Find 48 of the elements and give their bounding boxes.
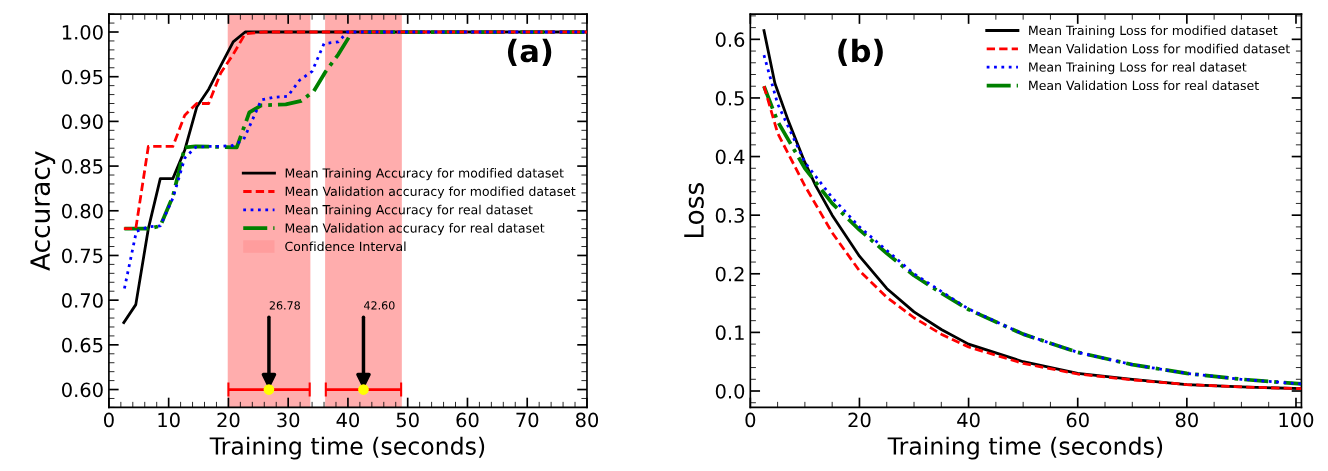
x-axis-title: Training time (seconds) (887, 436, 1163, 460)
legend-label: Mean Validation Loss for real dataset (1029, 80, 1259, 91)
y-axis-title: Loss (684, 183, 704, 238)
x-tick-label: 100 (1279, 412, 1314, 428)
x-tick-label: 40 (957, 412, 980, 428)
legend-label: Mean Training Accuracy for real dataset (285, 204, 533, 217)
y-tick-label: 0.2 (715, 266, 744, 282)
x-tick-label: 50 (396, 412, 419, 428)
x-tick-label: 0 (745, 412, 756, 428)
x-tick-label: 70 (516, 412, 539, 428)
legend-label: Mean Validation accuracy for real dataset (285, 223, 545, 236)
legend-label: Mean Training Loss for real dataset (1029, 62, 1247, 75)
y-tick-label: 0.90 (62, 114, 103, 130)
x-tick-label: 20 (217, 412, 240, 428)
y-tick-label: 0.75 (62, 248, 103, 264)
y-tick-label: 0.85 (62, 159, 103, 174)
y-tick-label: 1.00 (62, 24, 103, 40)
annotation: 42.60 (364, 301, 395, 310)
y-tick-label: 0.65 (62, 337, 103, 353)
y-tick-label: 0.80 (62, 203, 103, 219)
y-tick-label: 0.4 (715, 149, 745, 165)
y-tick-label: 0.3 (715, 208, 744, 223)
annotation: (a) (507, 38, 552, 66)
x-tick-label: 10 (158, 412, 180, 428)
legend-label: Mean Training Loss for modified dataset (1029, 25, 1278, 38)
annotation: (b) (838, 38, 883, 66)
y-tick-label: 0.95 (62, 69, 103, 85)
legend-label: Mean Training Accuracy for modified dataset (285, 168, 564, 181)
x-tick-label: 60 (1066, 412, 1089, 428)
x-tick-label: 60 (456, 412, 479, 428)
x-tick-label: 80 (1175, 412, 1198, 428)
y-axis-title: Accuracy (30, 151, 56, 271)
x-tick-label: 30 (277, 412, 300, 428)
y-tick-label: 0.6 (715, 32, 745, 47)
y-tick-label: 0.1 (715, 325, 744, 341)
annotation: 26.78 (269, 301, 300, 310)
x-tick-label: 80 (575, 412, 599, 428)
x-tick-label: 20 (848, 412, 871, 428)
y-tick-label: 0.5 (715, 90, 744, 106)
x-tick-label: 0 (103, 412, 114, 428)
legend-label: Mean Validation accuracy for modified dataset (285, 186, 576, 199)
x-tick-label: 40 (336, 412, 360, 428)
legend-label: Mean Validation Loss for modified dataset (1029, 43, 1290, 54)
band-label: Confidence Interval (285, 241, 406, 252)
y-tick-label: 0.60 (62, 382, 103, 398)
y-tick-label: 0.0 (715, 383, 745, 399)
x-axis-title: Training time (seconds) (209, 436, 485, 460)
y-tick-label: 0.70 (62, 293, 103, 308)
